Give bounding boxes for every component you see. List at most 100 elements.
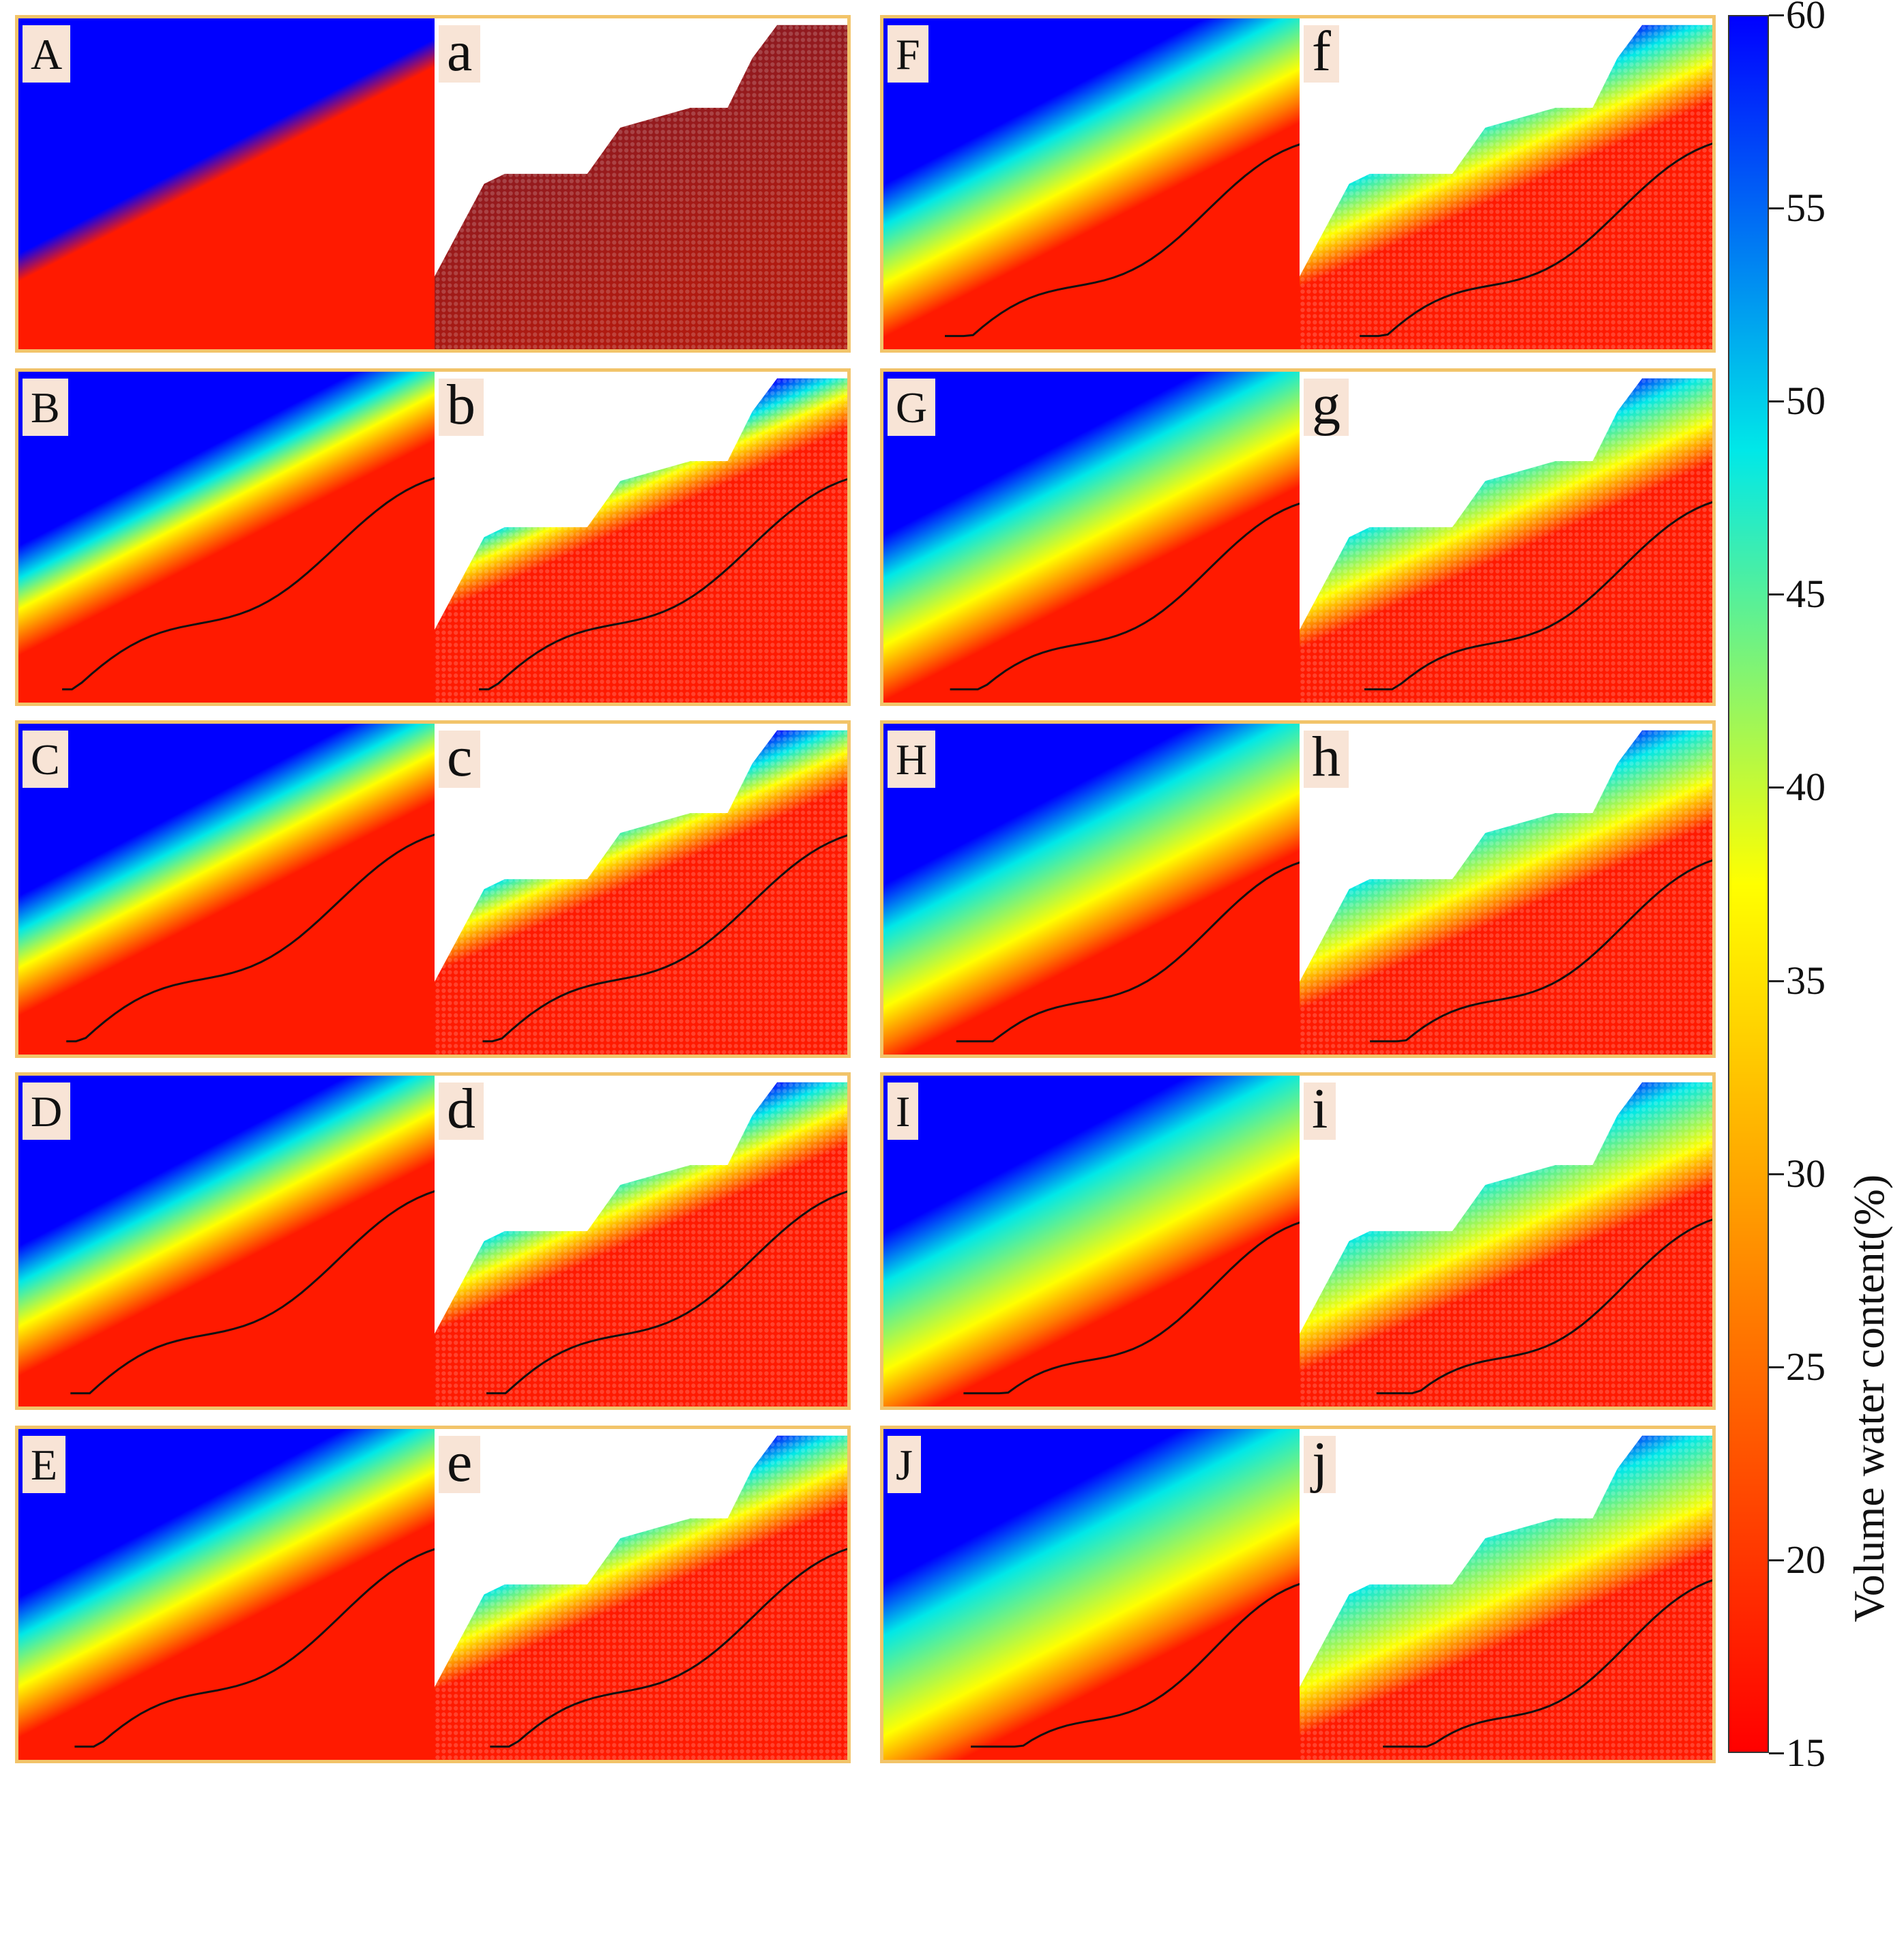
colorbar-tick — [1769, 207, 1784, 210]
particle-field — [435, 1435, 847, 1760]
wetting-front-line — [1376, 1213, 1712, 1395]
panel-label: g — [1304, 377, 1349, 436]
panel-label: J — [888, 1436, 921, 1493]
wetting-front-line — [479, 472, 847, 691]
wetting-front-line — [1370, 853, 1712, 1043]
colorbar-tick — [1769, 1559, 1784, 1561]
particle-field — [1300, 1082, 1712, 1407]
particle-panel — [1300, 724, 1712, 1055]
wetting-front-line — [945, 143, 1300, 338]
water-content-field — [18, 1076, 435, 1407]
colorbar-tick — [1769, 1752, 1784, 1754]
contour-panel — [883, 18, 1300, 349]
contour-field — [883, 1429, 1300, 1760]
wetting-front-line — [971, 1582, 1300, 1748]
water-content-field — [18, 18, 435, 349]
contour-field — [883, 724, 1300, 1055]
wetting-front-line — [74, 1548, 435, 1748]
water-content-field — [883, 1429, 1300, 1760]
particle-panel — [435, 724, 847, 1055]
panel-label: C — [23, 731, 68, 788]
contour-panel — [18, 1429, 435, 1760]
contour-field — [883, 18, 1300, 349]
wetting-front-line — [963, 1221, 1300, 1395]
particle-panel — [435, 1076, 847, 1407]
panel-label: a — [439, 23, 481, 83]
wetting-front-line — [490, 1542, 847, 1748]
water-content-field — [18, 724, 435, 1055]
colorbar-tick-label: 45 — [1786, 572, 1826, 617]
wetting-front-line — [66, 834, 435, 1043]
contour-panel — [883, 372, 1300, 703]
water-content-field — [883, 1076, 1300, 1407]
contour-field — [18, 1076, 435, 1407]
particle-panel — [1300, 18, 1712, 349]
contour-panel — [883, 724, 1300, 1055]
contour-panel — [18, 18, 435, 349]
colorbar-tick — [1769, 400, 1784, 403]
panel-label: d — [439, 1080, 484, 1140]
particle-field — [1300, 378, 1712, 703]
contour-panel — [18, 372, 435, 703]
particle-texture — [435, 1082, 847, 1407]
particle-panel — [435, 372, 847, 703]
wetting-front-line — [70, 1190, 435, 1395]
particle-field — [1300, 1435, 1712, 1760]
particle-texture — [435, 378, 847, 703]
particle-panel — [435, 1429, 847, 1760]
panel-label: f — [1304, 23, 1339, 83]
wetting-front-line — [486, 1185, 847, 1395]
water-content-field — [883, 18, 1300, 349]
colorbar-tick — [1769, 14, 1784, 16]
wetting-front-line — [1364, 495, 1712, 691]
panel-label: F — [888, 25, 928, 83]
colorbar-tick-label: 20 — [1786, 1537, 1826, 1582]
colorbar-tick — [1769, 1173, 1784, 1175]
panel-label: B — [23, 379, 68, 436]
contour-field — [18, 724, 435, 1055]
colorbar-title: Volume water content(%) — [1845, 1174, 1893, 1623]
water-content-field — [883, 724, 1300, 1055]
particle-field — [435, 378, 847, 703]
panel-label: D — [23, 1083, 71, 1140]
contour-field — [18, 372, 435, 703]
colorbar — [1728, 15, 1769, 1753]
contour-panel — [883, 1429, 1300, 1760]
panel-label: b — [439, 377, 484, 436]
water-content-field — [883, 372, 1300, 703]
panel-label: j — [1304, 1434, 1336, 1493]
particle-texture — [1300, 1435, 1712, 1760]
contour-field — [18, 1429, 435, 1760]
water-content-field — [18, 1429, 435, 1760]
panel-label: I — [888, 1083, 919, 1140]
contour-panel — [18, 724, 435, 1055]
particle-texture — [1300, 25, 1712, 349]
panel-label: H — [888, 731, 936, 788]
panel-label: c — [439, 728, 481, 788]
contour-panel — [883, 1076, 1300, 1407]
colorbar-tick — [1769, 980, 1784, 982]
colorbar-tick-label: 50 — [1786, 379, 1826, 424]
wetting-front-line — [1360, 136, 1712, 338]
colorbar-tick — [1769, 1366, 1784, 1368]
panel-label: i — [1304, 1080, 1336, 1140]
colorbar-tick-label: 40 — [1786, 765, 1826, 810]
colorbar-tick-label: 30 — [1786, 1151, 1826, 1196]
particle-panel — [1300, 372, 1712, 703]
panel-label: G — [888, 379, 936, 436]
particle-panel — [435, 18, 847, 349]
panel-label: e — [439, 1434, 481, 1493]
particle-panel — [1300, 1429, 1712, 1760]
colorbar-tick-label: 25 — [1786, 1344, 1826, 1389]
particle-texture — [435, 1435, 847, 1760]
water-content-field — [18, 372, 435, 703]
particle-field — [1300, 730, 1712, 1055]
